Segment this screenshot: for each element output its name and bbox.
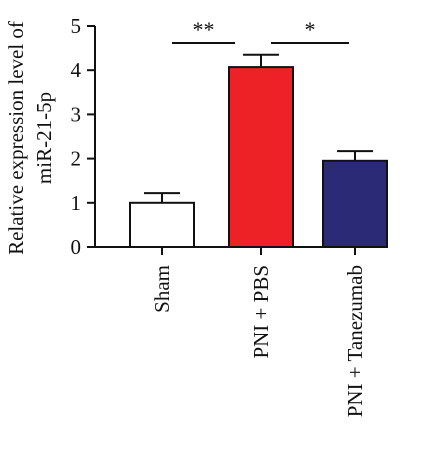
bar-0 [129, 201, 195, 249]
significance-label-1: * [305, 17, 316, 42]
x-tick-label-2: PNI + Tanezumab [343, 265, 367, 417]
y-tick-label-0: 0 [71, 235, 82, 259]
bar-1 [228, 66, 294, 248]
y-tick-label-5: 5 [71, 14, 82, 38]
bar-2 [322, 159, 388, 248]
y-tick-label-2: 2 [71, 147, 82, 171]
y-tick-label-4: 4 [71, 58, 82, 82]
y-tick-label-3: 3 [71, 102, 82, 126]
y-axis-label-line-1: Relative expression level of [4, 21, 28, 255]
y-tick-label-1: 1 [71, 191, 82, 215]
x-tick-label-0: Sham [150, 265, 174, 313]
y-axis-label-line-2: miR-21-5p [32, 92, 56, 184]
significance-label-0: ** [193, 17, 215, 42]
x-tick-label-1: PNI + PBS [249, 265, 273, 359]
